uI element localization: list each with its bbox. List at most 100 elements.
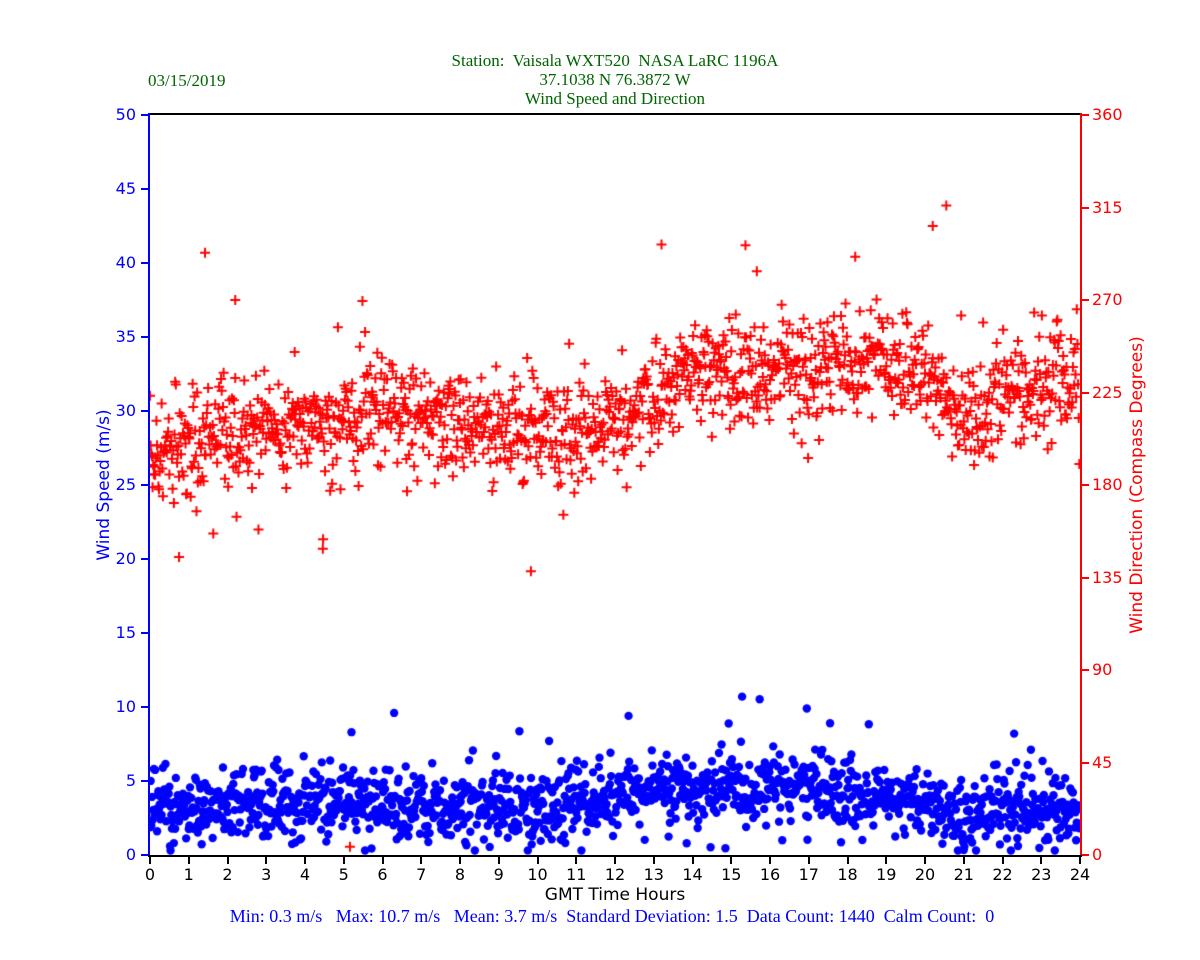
right-spine	[1080, 113, 1082, 855]
x-tick-label: 16	[759, 865, 781, 884]
x-tick	[265, 857, 268, 864]
y-left-tick	[141, 780, 148, 782]
y-right-tick	[1082, 854, 1089, 856]
x-tick	[536, 857, 539, 864]
x-tick-label: 21	[953, 865, 974, 884]
y-left-tick-label: 40	[115, 253, 136, 272]
x-tick-label: 12	[604, 865, 626, 884]
y-left-tick-label: 45	[115, 179, 136, 198]
y-left-tick	[141, 188, 148, 190]
chart-title-main: Wind Speed and Direction	[524, 89, 706, 108]
y-right-tick-label: 360	[1092, 105, 1123, 124]
x-tick	[769, 857, 771, 864]
x-tick-label: 8	[454, 865, 466, 884]
x-tick	[1079, 857, 1081, 864]
x-tick-label: 15	[721, 865, 742, 884]
y-left-tick	[141, 854, 148, 856]
x-tick	[885, 857, 888, 864]
x-tick-label: 3	[261, 865, 272, 884]
x-tick	[420, 857, 423, 864]
x-axis-label: GMT Time Hours	[544, 885, 686, 905]
y-right-tick-label: 225	[1092, 382, 1123, 402]
y-left-tick-label: 15	[115, 623, 136, 642]
y-left-tick-label: 50	[115, 105, 136, 124]
y-right-tick-label: 0	[1092, 845, 1103, 864]
y-right-tick-label: 135	[1092, 567, 1123, 587]
x-tick-label: 23	[1031, 865, 1052, 884]
y-right-tick	[1082, 484, 1089, 486]
stats-line: Min: 0.3 m/s Max: 10.7 m/s Mean: 3.7 m/s…	[229, 906, 995, 926]
x-tick-label: 20	[914, 865, 936, 884]
top-spine	[148, 113, 1082, 115]
y-left-tick	[141, 114, 148, 116]
y-right-tick-label: 90	[1092, 660, 1113, 679]
y-left-tick	[141, 558, 148, 560]
y-right-tick	[1082, 206, 1089, 209]
x-tick	[1001, 857, 1004, 864]
x-tick-label: 10	[527, 865, 548, 884]
x-tick-label: 1	[183, 865, 194, 884]
chart-title-station: Station: Vaisala WXT520 NASA LaRC 1196A	[451, 51, 779, 70]
x-tick	[149, 857, 151, 864]
y-right-tick-label: 315	[1092, 197, 1123, 217]
x-tick	[652, 857, 655, 864]
y-left-tick-label: 5	[125, 771, 136, 790]
x-tick	[342, 857, 345, 864]
y-right-tick-label: 45	[1092, 752, 1113, 772]
y-right-tick	[1082, 114, 1089, 116]
x-tick-label: 5	[338, 865, 349, 884]
x-tick	[614, 857, 616, 864]
y-left-tick-label: 10	[115, 697, 136, 716]
x-tick	[304, 857, 306, 864]
x-tick	[187, 857, 190, 864]
x-tick-label: 24	[1069, 865, 1091, 884]
x-tick	[575, 857, 578, 864]
y-right-tick	[1082, 391, 1089, 394]
y-right-tick	[1082, 761, 1089, 764]
y-right-tick	[1082, 299, 1089, 301]
y-left-tick-label: 20	[115, 549, 136, 568]
x-tick-label: 17	[798, 865, 819, 884]
x-tick	[730, 857, 733, 864]
x-tick	[807, 857, 810, 864]
x-tick-label: 19	[876, 865, 897, 884]
y-left-tick-label: 25	[115, 475, 136, 494]
x-tick-label: 11	[566, 865, 587, 884]
y-right-tick	[1082, 576, 1089, 579]
x-tick	[962, 857, 965, 864]
x-tick	[846, 857, 849, 864]
y-left-tick	[141, 484, 148, 486]
date-label: 03/15/2019	[148, 71, 226, 90]
y-left-tick-label: 35	[115, 327, 136, 346]
x-tick-label: 2	[222, 865, 233, 884]
x-tick	[226, 857, 229, 864]
y-left-tick-label: 0	[125, 845, 136, 864]
x-tick	[691, 857, 694, 864]
x-tick	[1040, 857, 1043, 864]
x-tick-label: 14	[682, 865, 703, 884]
x-tick	[459, 857, 461, 864]
x-tick-label: 18	[837, 865, 858, 884]
scatter-plot-canvas	[150, 115, 1080, 855]
x-tick	[497, 857, 500, 864]
y-left-tick	[141, 262, 148, 264]
x-tick	[381, 857, 384, 864]
y-left-tick	[141, 706, 148, 708]
x-tick-label: 7	[416, 865, 427, 884]
y-left-tick	[141, 336, 148, 338]
x-tick-label: 22	[992, 865, 1013, 884]
x-tick-label: 9	[493, 865, 504, 884]
y-right-tick-label: 270	[1092, 290, 1123, 309]
x-tick-label: 0	[144, 865, 156, 884]
x-tick-label: 4	[299, 865, 311, 884]
y-left-tick-label: 30	[115, 401, 136, 420]
x-tick-label: 13	[643, 865, 664, 884]
y-right-tick-label: 180	[1092, 475, 1123, 494]
x-tick-label: 6	[377, 865, 388, 884]
y-left-tick	[141, 410, 148, 412]
x-tick	[924, 857, 926, 864]
bottom-spine	[148, 855, 1082, 857]
chart-title-coordinates: 37.1038 N 76.3872 W	[539, 70, 691, 89]
y-right-tick	[1082, 669, 1089, 671]
